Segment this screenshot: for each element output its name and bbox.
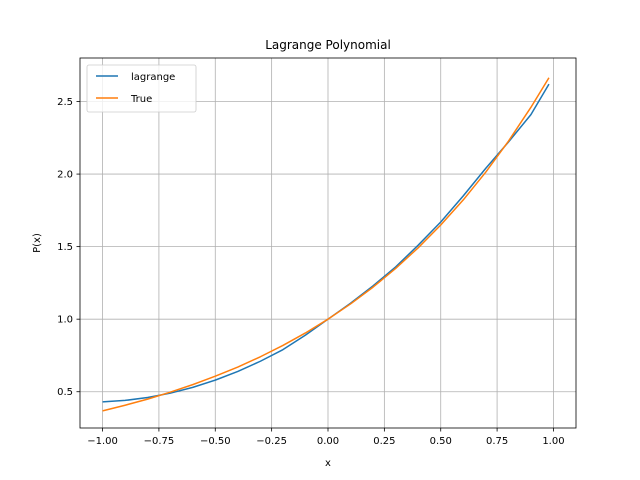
- y-tick-label: 2.5: [57, 97, 73, 108]
- legend: lagrange True: [86, 64, 197, 113]
- x-tick-label: 0.00: [317, 436, 339, 447]
- x-tick-label: −0.50: [200, 436, 231, 447]
- x-tick-label: 0.50: [430, 436, 452, 447]
- chart-title: Lagrange Polynomial: [265, 38, 391, 52]
- x-tick-label: −0.75: [144, 436, 175, 447]
- x-axis-ticks: −1.00 −0.75 −0.50 −0.25 0.00 0.25 0.50 0.75 1.00: [87, 428, 565, 447]
- x-tick-label: 0.25: [373, 436, 395, 447]
- x-tick-label: −0.25: [256, 436, 287, 447]
- legend-label-lagrange: lagrange: [131, 72, 175, 83]
- legend-label-true: True: [130, 94, 152, 105]
- x-tick-label: 1.00: [542, 436, 564, 447]
- y-tick-label: 0.5: [57, 387, 73, 398]
- y-tick-label: 1.0: [57, 315, 73, 326]
- y-tick-label: 2.0: [57, 170, 73, 181]
- y-axis-ticks: 0.5 1.0 1.5 2.0 2.5: [57, 97, 80, 398]
- x-axis-label: x: [325, 458, 331, 469]
- series-line-true: [102, 77, 550, 412]
- y-axis-label: P(x): [32, 233, 43, 253]
- series-lines: [102, 77, 550, 412]
- x-tick-label: −1.00: [87, 436, 118, 447]
- x-tick-label: 0.75: [486, 436, 508, 447]
- y-tick-label: 1.5: [57, 242, 73, 253]
